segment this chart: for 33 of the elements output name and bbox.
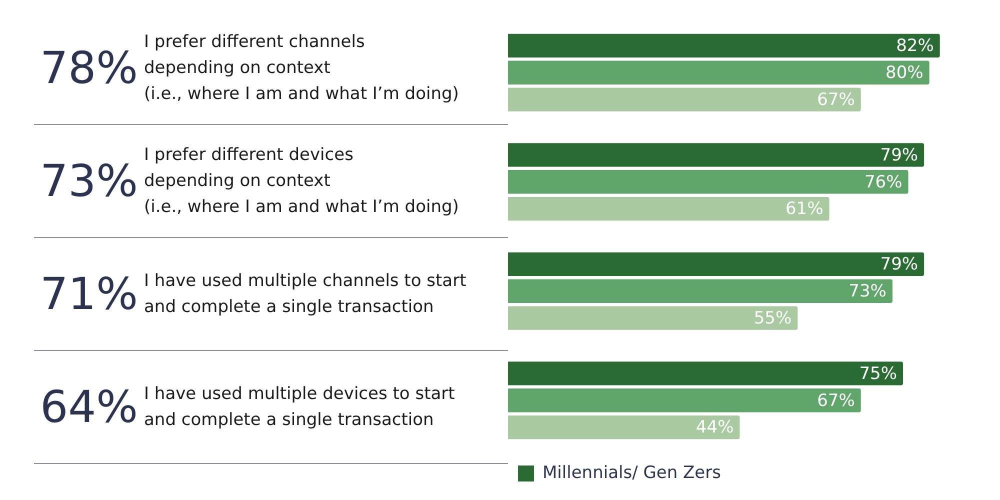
y-tick-label: I prefer different devices depending on context (i.e., where I am and what I’m doing) bbox=[144, 144, 459, 219]
bar bbox=[508, 34, 940, 58]
text: 71% bbox=[39, 268, 139, 320]
data-label: 82% bbox=[896, 36, 934, 56]
bar bbox=[508, 170, 908, 194]
data-label: 61% bbox=[785, 199, 824, 220]
bar bbox=[508, 415, 740, 440]
bar bbox=[508, 279, 892, 303]
bar bbox=[508, 143, 924, 167]
text: 73% bbox=[39, 156, 139, 206]
text: 78% bbox=[39, 42, 139, 94]
bar bbox=[508, 306, 798, 330]
data-label: 80% bbox=[886, 63, 924, 84]
data-label: 79% bbox=[880, 145, 918, 166]
bar bbox=[508, 60, 930, 84]
bar bbox=[508, 362, 903, 386]
text: 64% bbox=[39, 382, 139, 432]
data-label: 67% bbox=[817, 390, 855, 411]
legend-label: Millennials/ Gen Zers bbox=[542, 462, 722, 483]
data-label: 79% bbox=[880, 254, 918, 275]
y-tick-label: I have used multiple devices to start and complete a single transaction bbox=[144, 383, 455, 432]
bar bbox=[508, 252, 924, 276]
data-label: 55% bbox=[754, 308, 792, 328]
bar bbox=[508, 388, 861, 412]
data-label: 67% bbox=[817, 90, 855, 110]
y-tick-label: I have used multiple channels to start and complete a single transaction bbox=[144, 270, 466, 319]
data-label: 75% bbox=[859, 364, 897, 384]
data-label: 76% bbox=[864, 172, 902, 192]
y-tick-label: I prefer different channels depending on context (i.e., where I am and what I’m doing) bbox=[144, 31, 459, 106]
data-label: 73% bbox=[848, 282, 886, 302]
data-label: 44% bbox=[696, 418, 734, 438]
bar bbox=[508, 88, 861, 112]
bar bbox=[508, 196, 830, 221]
